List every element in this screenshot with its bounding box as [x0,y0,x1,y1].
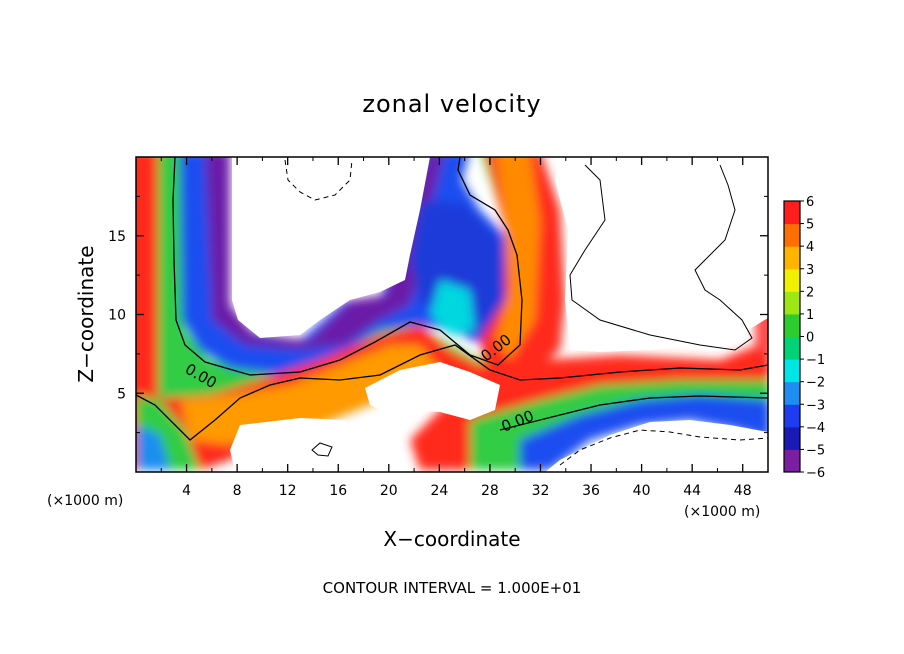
x-tick-label: 8 [233,483,242,499]
contour-interval: CONTOUR INTERVAL = 1.000E+01 [323,579,582,597]
x-axis: 4 8 12 16 20 24 28 32 36 40 44 48 [160,157,752,499]
colorbar-swatch [784,336,800,360]
x-tick-label: 4 [182,483,191,499]
field-cyan-core [430,280,475,335]
x-tick-label: 48 [734,483,752,499]
field-white-upper-left [232,157,430,338]
colorbar-tick-label: 3 [806,263,814,278]
velocity-field [136,157,768,472]
colorbar-tick-label: 2 [806,285,814,300]
contour-lines [136,157,768,466]
colorbar-tick-label: 5 [806,218,814,233]
x-tick-label: 16 [329,483,347,499]
y-tick-label: 10 [108,308,126,324]
contour-zero-left [172,157,523,376]
colorbar-swatch [784,223,800,247]
colorbar-swatch [784,268,800,292]
y-axis-title: Z−coordinate [74,245,98,382]
colorbar-swatch [784,313,800,337]
colorbar-tick-label: 0 [806,331,814,346]
x-tick-label: 32 [532,483,550,499]
colorbar-swatch [784,449,800,473]
field-white-upper-right [555,157,768,352]
colorbar-swatch [784,246,800,270]
colorbar-tick-label: −4 [806,421,825,436]
field-white-center [365,362,500,420]
chart-title: zonal velocity [362,90,541,118]
x-tick-label: 40 [633,483,651,499]
colorbar: −6 −5 −4 −3 −2 −1 0 1 2 3 4 5 6 [783,195,825,481]
colorbar-tick-label: −2 [806,376,825,391]
contour-dashed-top [284,159,353,201]
field-white-lower-left [230,418,360,472]
x-unit-label: (×1000 m) [684,504,760,520]
x-tick-label: 36 [582,483,600,499]
colorbar-swatch [784,381,800,405]
contour-thin-right [569,164,753,351]
contour-zero-lower-2 [499,395,768,431]
contour-small-loop [311,442,333,457]
colorbar-tick-label: −5 [806,443,825,458]
field-white-lower-right [545,420,768,472]
colorbar-tick-label: −3 [806,398,825,413]
x-tick-label: 24 [430,483,448,499]
x-tick-label: 12 [279,483,297,499]
field-red-lower [136,325,768,470]
colorbar-swatch [784,426,800,450]
y-axis: 5 10 15 [108,195,768,434]
x-tick-label: 44 [683,483,701,499]
colorbar-tick-label: −1 [806,353,825,368]
x-tick-label: 20 [380,483,398,499]
field-blue-lower-right [520,395,768,470]
z-unit-label: (×1000 m) [47,493,123,509]
contour-dashed-lower [559,429,768,466]
colorbar-swatch [784,291,800,315]
colorbar-swatch [784,201,800,225]
y-tick-label: 5 [117,386,126,402]
colorbar-tick-label: 4 [806,240,814,255]
field-band-purple-left [205,157,444,350]
colorbar-tick-label: −6 [806,466,825,481]
field-blue-lower-left [136,425,170,470]
contour-zero-lower [136,344,768,441]
x-tick-label: 28 [481,483,499,499]
colorbar-tick-label: 6 [806,195,814,210]
colorbar-swatch [784,404,800,428]
y-tick-label: 15 [108,229,126,245]
colorbar-tick-label: 1 [806,308,814,323]
colorbar-swatch [784,359,800,383]
field-orange-lower [180,345,440,445]
x-axis-title: X−coordinate [383,527,520,551]
